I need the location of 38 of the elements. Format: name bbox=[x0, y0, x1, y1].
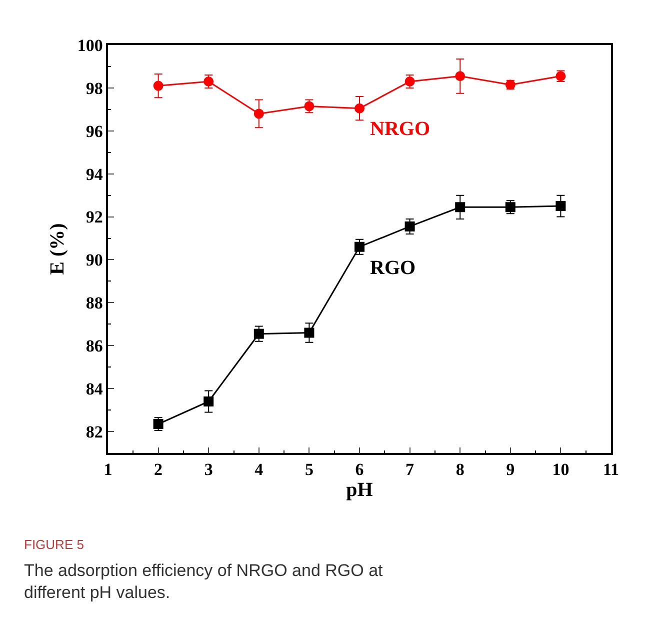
x-tick-label: 2 bbox=[154, 460, 163, 480]
y-tick-label: 88 bbox=[86, 294, 103, 313]
x-tick-label: 4 bbox=[254, 460, 264, 480]
y-tick-label: 90 bbox=[86, 250, 103, 270]
point bbox=[254, 328, 264, 339]
point bbox=[254, 108, 264, 119]
x-tick-label: 9 bbox=[506, 460, 515, 480]
series-label: NRGO bbox=[370, 118, 430, 140]
x-axis-title: pH bbox=[346, 479, 374, 502]
y-tick-label: 94 bbox=[86, 164, 104, 184]
y-tick-label: 84 bbox=[86, 380, 104, 399]
x-tick-label: 10 bbox=[552, 460, 570, 480]
y-tick-label: 82 bbox=[86, 422, 103, 442]
x-tick-label: 3 bbox=[204, 460, 213, 480]
y-axis-title: E (%) bbox=[46, 223, 68, 275]
x-tick-label: 8 bbox=[456, 460, 464, 480]
series-label: RGO bbox=[370, 257, 416, 279]
y-tick-label: 96 bbox=[86, 122, 103, 141]
y-tick-label: 86 bbox=[86, 336, 103, 356]
point bbox=[556, 201, 566, 212]
text: The adsorption efficiency of NRGO and RGO at different pH values. bbox=[24, 561, 384, 602]
point bbox=[204, 396, 214, 406]
x-tick-label: 5 bbox=[304, 460, 314, 480]
point bbox=[304, 328, 314, 338]
point bbox=[455, 202, 466, 212]
x-tick-label: 6 bbox=[355, 460, 364, 480]
point bbox=[404, 221, 415, 232]
y-tick-label: 98 bbox=[86, 78, 103, 98]
caption: FIGURE 5 bbox=[24, 537, 84, 552]
y-tick-label: 92 bbox=[86, 208, 103, 227]
y-tick-label: 100 bbox=[77, 36, 103, 55]
x-tick-label: 11 bbox=[602, 460, 620, 480]
x-tick-label: 7 bbox=[406, 460, 415, 480]
point bbox=[153, 80, 164, 91]
point bbox=[455, 71, 466, 82]
x-tick-label: 1 bbox=[104, 460, 112, 480]
point bbox=[354, 103, 364, 114]
point bbox=[354, 242, 364, 252]
